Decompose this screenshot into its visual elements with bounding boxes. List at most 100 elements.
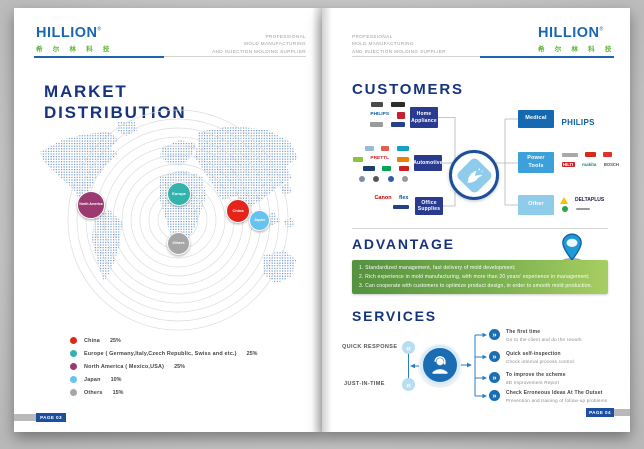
legend-dot — [70, 350, 77, 357]
brand-chinese: 希 尔 林 科 技 — [36, 46, 114, 53]
map-bubble-china: China — [226, 199, 250, 223]
service-item: The first time Go to the client and do t… — [506, 329, 618, 342]
chevron-right-icon: » — [489, 351, 500, 362]
legend-label: Japan — [84, 376, 101, 383]
brand-logo-chip — [381, 146, 390, 152]
customers-hub-icon — [449, 150, 499, 200]
car-emblem — [402, 175, 408, 182]
category-other: Other — [518, 195, 554, 215]
logo-row: DELTAPLUS — [560, 196, 624, 205]
brand-logo-chip — [575, 207, 590, 210]
brand-logo-chip — [390, 102, 405, 108]
logo-row — [338, 164, 410, 174]
philips-logo: PHILIPS — [561, 118, 595, 128]
legend-dot — [70, 363, 77, 370]
advantage-point: 3. Can cooperate with customers to optim… — [359, 283, 593, 289]
page-number-badge: PAGE 03 — [36, 413, 66, 422]
category-label: Home Appliance — [411, 111, 437, 124]
category-automotive: Automotive — [413, 155, 443, 171]
header-rule-accent — [34, 55, 164, 58]
brand-logo-chip — [382, 166, 392, 172]
dove-icon — [462, 163, 486, 187]
services-title: SERVICES — [352, 308, 437, 324]
support-agent-icon — [420, 345, 460, 385]
page-title: MARKET DISTRIBUTION — [44, 82, 186, 123]
chevron-left-icon: « — [402, 378, 415, 391]
chevron-right-icon: » — [489, 372, 500, 383]
legend-row: Japan 10% — [70, 373, 300, 386]
brand-logo-chip — [370, 122, 384, 128]
legend-dot — [70, 337, 77, 344]
brand-logo-chip — [603, 152, 613, 158]
logo-row: Canon flex — [358, 194, 410, 203]
service-item: Check Erroneous Ideas At The Outset Prev… — [506, 390, 618, 403]
chevron-right-icon: » — [489, 329, 500, 340]
brand-name: HILLION — [538, 25, 600, 41]
map-bubble-japan: Japan — [249, 210, 270, 231]
automotive-logos: PRETTL — [338, 144, 410, 184]
car-emblem — [373, 175, 380, 182]
brand-logo-chip — [392, 204, 409, 209]
service-item-title: Quick self-inspection — [506, 351, 561, 357]
legend-row: North America ( Mexico,USA) 25% — [70, 360, 300, 373]
legend-pct: 15% — [112, 389, 124, 396]
brand-logo-chip — [398, 166, 409, 172]
philips-logo: PHILIPS — [370, 112, 390, 117]
page-right: PROFESSIONAL MOLD MANUFACTURING AND INJE… — [322, 8, 630, 432]
makita-logo: makita — [582, 162, 597, 167]
category-medical: Medical — [518, 110, 554, 128]
brand-logo: HILLION® 希 尔 林 科 技 — [36, 24, 114, 53]
home-appliance-logos: PHILIPS — [348, 100, 406, 130]
category-label: Automotive — [413, 159, 443, 166]
registered-mark: ® — [97, 26, 102, 33]
market-legend: China 25% Europe ( Germany,Italy,Czech R… — [70, 334, 300, 399]
category-label: Medical — [525, 115, 547, 122]
brand-chinese: 希 尔 林 科 技 — [538, 46, 616, 53]
legend-label: Europe ( Germany,Italy,Czech Republic, S… — [84, 350, 237, 357]
location-pin-icon — [562, 233, 582, 261]
category-office-supplies: Office Supplies — [415, 197, 443, 215]
brand-logo-chip — [562, 205, 568, 212]
footer-bar — [614, 409, 630, 416]
service-item-title: The first time — [506, 329, 541, 335]
legend-label: North America ( Mexico,USA) — [84, 363, 165, 370]
category-label: Office Supplies — [417, 199, 441, 213]
page-number: PAGE 03 — [40, 415, 62, 420]
canon-logo: Canon — [374, 195, 392, 202]
bosch-logo: BOSCH — [603, 162, 619, 167]
chevron-left-icon: « — [402, 341, 415, 354]
page-title-line: MARKET — [44, 82, 128, 101]
advantage-point: 2. Rich experience in mold manufacturing… — [359, 274, 590, 280]
logo-row: PRETTL — [338, 154, 410, 164]
advantage-points-box: 1. Standardized management, fast deliver… — [352, 260, 608, 294]
page-number-badge: PAGE 04 — [586, 408, 614, 417]
legend-label: China — [84, 337, 100, 344]
brand-logo-chip — [390, 122, 405, 128]
bubble-label: Japan — [254, 218, 265, 223]
brand-logo: HILLION® 希 尔 林 科 技 — [538, 24, 616, 53]
hub-diamond — [454, 155, 494, 195]
tagline-line: PROFESSIONAL — [352, 34, 393, 39]
service-item-desc: Prevention and training of follow-up pro… — [506, 397, 608, 403]
service-item-desc: 8D Improvement Report — [506, 379, 560, 385]
service-item: Quick self-inspection Check internal pro… — [506, 351, 618, 364]
footer-bar — [14, 414, 36, 421]
service-item-desc: Check internal process control — [506, 358, 574, 364]
logo-row — [338, 174, 410, 184]
service-item-title: To improve the scheme — [506, 372, 566, 378]
category-label: Other — [528, 201, 544, 208]
quick-response-label: QUICK RESPONSE — [342, 344, 398, 350]
advantage-point: 1. Standardized management, fast deliver… — [359, 265, 516, 271]
deltaplus-triangle-icon — [560, 197, 568, 205]
map-bubble-others: Others — [167, 232, 190, 255]
brand-tagline: PROFESSIONAL MOLD MANUFACTURING AND INJE… — [194, 33, 306, 55]
bubble-label: Europe — [172, 190, 186, 196]
legend-pct: 10% — [110, 376, 122, 383]
tagline-line: MOLD MANUFACTURING — [244, 41, 306, 47]
brand-logo-chip — [561, 152, 578, 157]
tagline-line: PROFESSIONAL — [265, 34, 306, 39]
just-in-time-label: JUST-IN-TIME — [344, 381, 385, 387]
page-left: HILLION® 希 尔 林 科 技 PROFESSIONAL MOLD MAN… — [14, 8, 322, 432]
brand-tagline: PROFESSIONAL MOLD MANUFACTURING AND INJE… — [352, 33, 472, 55]
car-emblem — [358, 175, 365, 182]
